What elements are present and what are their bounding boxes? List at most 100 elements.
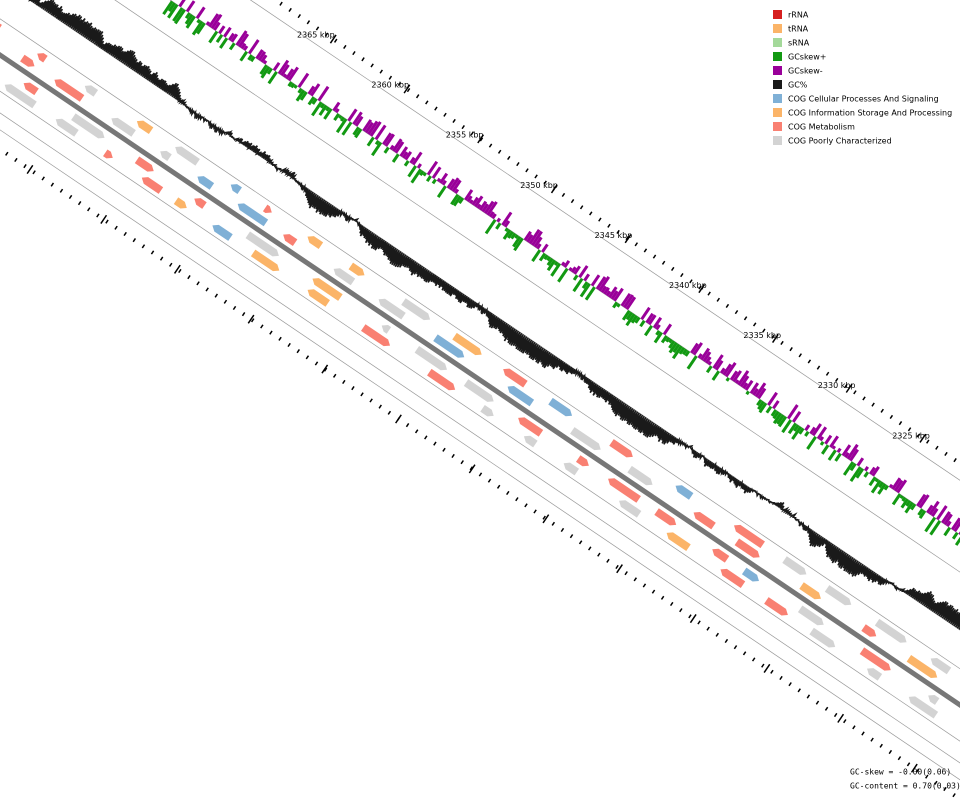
- minor-tick: [269, 330, 273, 335]
- minor-tick: [569, 534, 574, 539]
- minor-tick: [707, 291, 711, 296]
- gc-skew-plus: [287, 81, 293, 87]
- minor-tick: [587, 546, 592, 551]
- minor-tick: [906, 762, 911, 767]
- gc-skew-minus: [757, 387, 767, 400]
- minor-tick: [414, 429, 419, 434]
- gene: [136, 120, 154, 135]
- gc-skew-minus: [595, 276, 607, 290]
- major-tick: [173, 264, 181, 274]
- minor-tick: [724, 638, 729, 644]
- minor-tick: [297, 14, 302, 19]
- gc-skew-minus: [824, 434, 833, 445]
- gc-skew-minus: [310, 83, 321, 97]
- minor-tick: [915, 768, 920, 773]
- gc-skew-minus: [896, 479, 908, 494]
- gc-skew-minus: [662, 323, 673, 336]
- minor-tick: [715, 632, 719, 637]
- gc-skew-plus: [341, 121, 353, 136]
- gc-skew-minus: [697, 353, 703, 359]
- gc-skew-plus: [185, 15, 196, 29]
- gc-skew-plus: [407, 165, 417, 178]
- minor-tick: [296, 349, 301, 354]
- gc-skew-minus: [864, 466, 870, 472]
- minor-tick: [159, 256, 164, 261]
- gc-skew-plus: [319, 103, 325, 109]
- minor-tick: [343, 44, 347, 50]
- backbone: [0, 19, 960, 758]
- minor-tick: [332, 373, 337, 378]
- major-tick: [910, 763, 918, 773]
- gc-skew-plus: [745, 390, 750, 396]
- gc-skew-minus: [262, 59, 268, 65]
- gc-skew-minus: [486, 201, 498, 216]
- gc-skew-minus: [210, 13, 223, 30]
- minor-tick: [725, 303, 730, 309]
- gene: [307, 289, 330, 307]
- minor-tick: [897, 756, 902, 761]
- minor-tick: [779, 675, 783, 681]
- gc-skew-minus: [409, 156, 416, 164]
- minor-tick: [606, 558, 610, 563]
- gc-skew-minus: [533, 236, 543, 248]
- gc-skew-minus: [819, 436, 825, 442]
- gene: [859, 647, 891, 671]
- gc-skew-plus: [352, 126, 360, 136]
- gc-skew-minus: [767, 391, 778, 406]
- minor-tick: [323, 367, 328, 372]
- gene: [906, 654, 938, 679]
- gc-skew-minus: [488, 211, 495, 218]
- minor-tick: [616, 229, 620, 235]
- minor-tick: [833, 712, 838, 718]
- tick-label: 2330 kbp: [818, 381, 856, 390]
- gc-skew-plus: [311, 98, 318, 105]
- minor-tick: [824, 706, 829, 711]
- gc-skew-minus: [178, 0, 190, 8]
- minor-tick: [305, 355, 310, 360]
- gc-skew-plus: [612, 301, 619, 309]
- gc-skew-minus: [436, 177, 442, 183]
- gc-skew-plus: [249, 55, 256, 63]
- gc-skew-plus: [495, 222, 502, 230]
- gene: [160, 150, 172, 162]
- tick-label: 2335 kbp: [743, 331, 781, 340]
- labels: 2365 kbp 2360 kbp 2355 kbp 2350 kbp 2345 kbp…: [297, 10, 952, 440]
- gc-skew-plus: [668, 341, 678, 354]
- gc-skew-minus: [846, 443, 859, 460]
- gc-skew-minus: [869, 466, 876, 475]
- minor-tick: [888, 749, 893, 755]
- gc-skew-plus: [450, 193, 460, 206]
- gc-skew-minus: [936, 505, 948, 521]
- gc-skew-minus: [528, 228, 541, 245]
- gene: [333, 268, 356, 286]
- gc-skew-plus: [538, 252, 547, 262]
- gc-skew-plus: [868, 476, 877, 487]
- gc-skew-plus: [307, 96, 316, 106]
- gc-skew-plus: [546, 257, 554, 266]
- minor-tick: [77, 201, 82, 206]
- minor-tick: [762, 328, 766, 333]
- minor-tick: [751, 657, 756, 662]
- gc-skew-minus: [829, 435, 839, 448]
- minor-tick: [898, 421, 903, 426]
- minor-tick: [524, 503, 528, 508]
- minor-tick: [487, 478, 492, 483]
- minor-tick: [689, 279, 693, 284]
- major-tick: [837, 713, 845, 723]
- minor-tick: [834, 377, 839, 383]
- tick-label: 2325 kbp: [892, 431, 930, 440]
- legend-swatch: [773, 24, 782, 33]
- minor-tick: [497, 149, 502, 154]
- gene: [194, 198, 207, 209]
- gc-skew-plus: [776, 414, 785, 425]
- gc-skew-minus: [354, 115, 364, 127]
- gc-skew-plus: [625, 313, 636, 327]
- minor-tick: [397, 81, 402, 87]
- gc-skew-minus: [926, 504, 934, 514]
- gc-skew-plus: [870, 479, 882, 494]
- minor-tick: [752, 322, 757, 327]
- gc-skew-plus: [374, 140, 380, 146]
- gc-skew-minus: [374, 124, 387, 141]
- tick-label: 2360 kbp: [371, 81, 409, 90]
